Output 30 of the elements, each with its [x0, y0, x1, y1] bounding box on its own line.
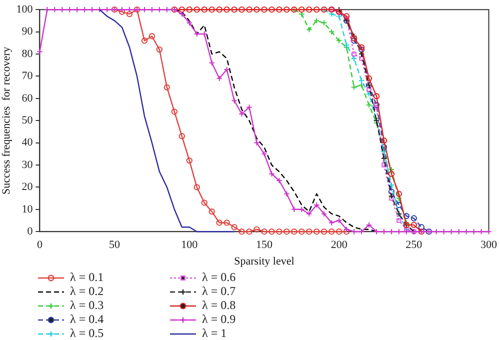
x-tick-label: 150: [256, 239, 273, 252]
x-tick-label: 0: [36, 239, 43, 252]
legend-label: λ = 1: [202, 326, 227, 340]
x-tick-label: 100: [181, 239, 198, 252]
y-tick-label: 30: [22, 158, 34, 171]
legend-label: λ = 0.3: [70, 298, 104, 312]
y-tick-label: 50: [22, 114, 34, 126]
y-tick-label: 90: [22, 26, 34, 38]
x-tick-label: 250: [406, 239, 423, 252]
legend-label: λ = 0.6: [202, 270, 236, 284]
x-tick-label: 200: [330, 239, 348, 252]
legend-label: λ = 0.8: [202, 298, 236, 312]
y-tick-label: 10: [22, 203, 34, 216]
y-tick-label: 60: [22, 92, 34, 104]
y-tick-label: 100: [16, 3, 34, 16]
x-tick-label: 50: [109, 239, 121, 252]
legend-label: λ = 0.7: [202, 284, 236, 298]
legend-label: λ = 0.1: [70, 270, 104, 284]
legend-label: λ = 0.5: [70, 326, 104, 340]
y-tick-label: 0: [27, 225, 34, 238]
y-axis-title: Success frequencies for recovery: [0, 46, 12, 195]
legend-label: λ = 0.4: [70, 312, 104, 326]
legend-label: λ = 0.2: [70, 284, 104, 298]
y-tick-label: 70: [22, 70, 34, 82]
y-tick-label: 80: [22, 48, 34, 60]
y-tick-label: 40: [22, 136, 34, 149]
y-tick-label: 20: [22, 181, 34, 194]
x-axis-title: Sparsity level: [234, 255, 294, 268]
legend-label: λ = 0.9: [202, 312, 236, 326]
x-tick-label: 300: [480, 239, 498, 252]
